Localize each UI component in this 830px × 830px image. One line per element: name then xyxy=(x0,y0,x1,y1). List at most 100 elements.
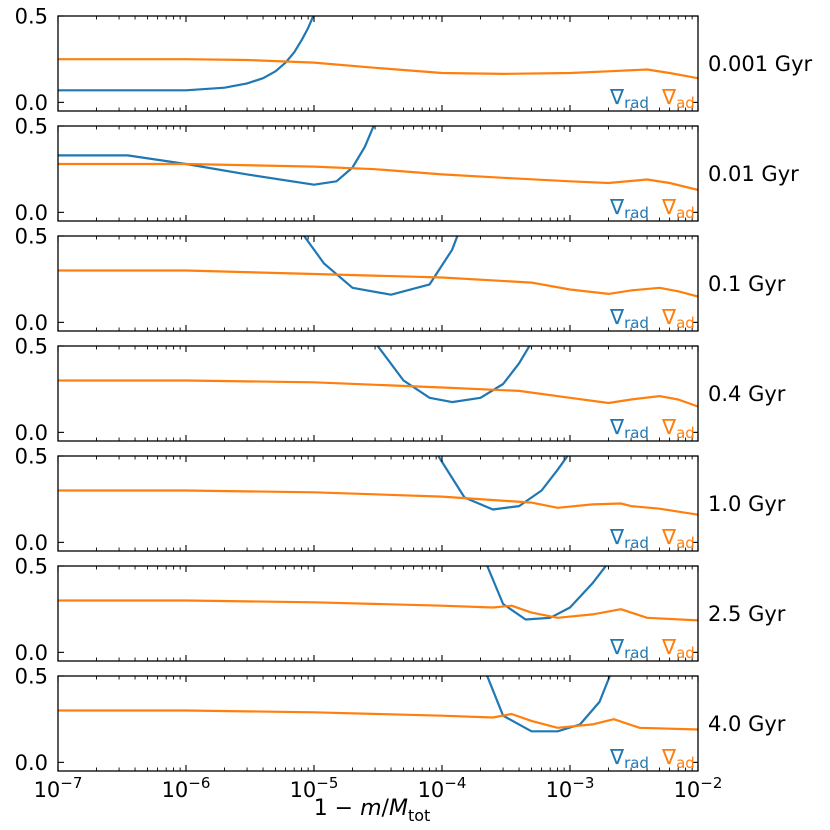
series-line-rad xyxy=(58,16,315,92)
legend-ad-label: ad xyxy=(676,94,695,112)
legend-rad-label: rad xyxy=(624,314,649,332)
legend-ad: ∇ad xyxy=(661,635,695,662)
legend-ad: ∇ad xyxy=(661,745,695,772)
legend-rad-symbol: ∇ xyxy=(609,635,625,659)
x-tick-base: 10 xyxy=(674,778,701,802)
plot-frame xyxy=(57,125,699,222)
legend-ad: ∇ad xyxy=(661,525,695,552)
x-tick-label: 10−2 xyxy=(674,774,723,802)
plot-frame xyxy=(57,345,699,442)
legend-rad-symbol: ∇ xyxy=(609,415,625,439)
panel-lines xyxy=(58,126,698,191)
legend-ad-symbol: ∇ xyxy=(661,85,677,109)
x-axis-title-m: m xyxy=(360,796,381,821)
legend-rad-label: rad xyxy=(624,754,649,772)
x-axis-title-sub: tot xyxy=(408,806,430,825)
legend-ad-symbol: ∇ xyxy=(661,305,677,329)
x-tick-exponent: −3 xyxy=(572,774,594,792)
x-tick-label: 10−5 xyxy=(290,774,339,802)
legend-rad-symbol: ∇ xyxy=(609,305,625,329)
series-line-ad xyxy=(58,709,698,731)
panel-lines xyxy=(58,566,698,622)
legend-rad-label: rad xyxy=(624,644,649,662)
y-tick-label: 0.5 xyxy=(15,225,48,249)
panel-6: 0.0 0.5 2.5 Gyr ∇rad ∇ad xyxy=(15,555,786,665)
plot-frame xyxy=(57,675,699,772)
x-tick-label: 10−4 xyxy=(418,774,467,802)
legend-rad-symbol: ∇ xyxy=(609,195,625,219)
panel-age-label: 0.001 Gyr xyxy=(708,52,812,76)
legend-rad-label: rad xyxy=(624,94,649,112)
series-line-rad xyxy=(302,236,459,296)
plot-frame xyxy=(57,15,699,112)
panel-3: 0.00.50.1 Gyr∇rad ∇ad xyxy=(15,225,786,335)
x-tick-exponent: −7 xyxy=(60,774,82,792)
x-tick-base: 10 xyxy=(546,778,573,802)
panel-age-label: 2.5 Gyr xyxy=(708,602,786,626)
legend-ad-label: ad xyxy=(676,204,695,222)
y-tick-label: 0.0 xyxy=(15,201,48,225)
x-tick-base: 10 xyxy=(418,778,445,802)
series-line-rad xyxy=(58,126,375,186)
legend-ad-symbol: ∇ xyxy=(661,525,677,549)
legend-rad: ∇rad xyxy=(609,525,649,552)
panel-5: 0.00.51.0 Gyr∇rad ∇ad xyxy=(15,445,786,555)
plot-frame xyxy=(57,235,699,332)
y-tick-label: 0.0 xyxy=(15,421,48,445)
x-tick-base: 10 xyxy=(290,778,317,802)
legend-ad-label: ad xyxy=(676,754,695,772)
panel-lines xyxy=(58,16,698,92)
legend-rad-symbol: ∇ xyxy=(609,525,625,549)
legend-rad: ∇rad xyxy=(609,415,649,442)
legend-rad: ∇rad xyxy=(609,305,649,332)
y-tick-label: 0.5 xyxy=(15,115,48,139)
legend-rad-symbol: ∇ xyxy=(609,745,625,769)
series-line-rad xyxy=(486,676,611,733)
panel-age-label: 0.4 Gyr xyxy=(708,382,786,406)
x-tick-label: 10−6 xyxy=(162,774,211,802)
x-tick-exponent: −5 xyxy=(316,774,338,792)
panel-2: 0.00.50.01 Gyr∇rad ∇ad xyxy=(15,115,800,225)
series-line-ad xyxy=(58,379,698,408)
panel-age-label: 1.0 Gyr xyxy=(708,492,786,516)
panel-age-label: 0.1 Gyr xyxy=(708,272,786,296)
series-line-ad xyxy=(58,269,698,298)
legend-ad-label: ad xyxy=(676,534,695,552)
y-tick-label: 0.5 xyxy=(15,665,48,689)
legend-ad-symbol: ∇ xyxy=(661,415,677,439)
x-axis-title: 1 − m/Mtot xyxy=(314,796,431,825)
y-tick-label: 0.0 xyxy=(15,641,48,665)
y-tick-label: 0.0 xyxy=(15,751,48,775)
legend-ad-symbol: ∇ xyxy=(661,745,677,769)
x-axis-title-slash: / xyxy=(382,796,390,821)
x-tick-label: 10−3 xyxy=(546,774,595,802)
x-tick-exponent: −2 xyxy=(700,774,722,792)
y-tick-label: 0.5 xyxy=(15,445,48,469)
panel-1: 0.00.50.001 Gyr∇rad ∇ad xyxy=(15,5,813,115)
panel-lines xyxy=(58,676,698,733)
legend-rad: ∇rad xyxy=(609,85,649,112)
legend-ad-label: ad xyxy=(676,314,695,332)
y-tick-label: 0.0 xyxy=(15,531,48,555)
y-tick-label: 0.0 xyxy=(15,311,48,335)
series-line-ad xyxy=(58,162,698,191)
y-tick-label: 0.5 xyxy=(15,5,48,29)
legend-rad-label: rad xyxy=(624,424,649,442)
x-tick-label: 10−7 xyxy=(34,774,83,802)
legend-rad: ∇rad xyxy=(609,745,649,772)
plot-frame xyxy=(57,565,699,662)
series-line-ad xyxy=(58,599,698,622)
legend-rad-symbol: ∇ xyxy=(609,85,625,109)
legend-ad: ∇ad xyxy=(661,195,695,222)
panel-7: 0.00.54.0 Gyr∇rad ∇ad xyxy=(15,665,786,775)
series-line-rad xyxy=(486,566,608,621)
y-tick-label: 0.5 xyxy=(15,555,48,579)
legend-ad: ∇ad xyxy=(661,415,695,442)
legend-ad: ∇ad xyxy=(661,85,695,112)
panel-lines xyxy=(58,346,698,408)
plot-frame xyxy=(57,455,699,552)
panel-lines xyxy=(58,456,698,516)
legend-ad-symbol: ∇ xyxy=(661,195,677,219)
legend-rad: ∇rad xyxy=(609,635,649,662)
